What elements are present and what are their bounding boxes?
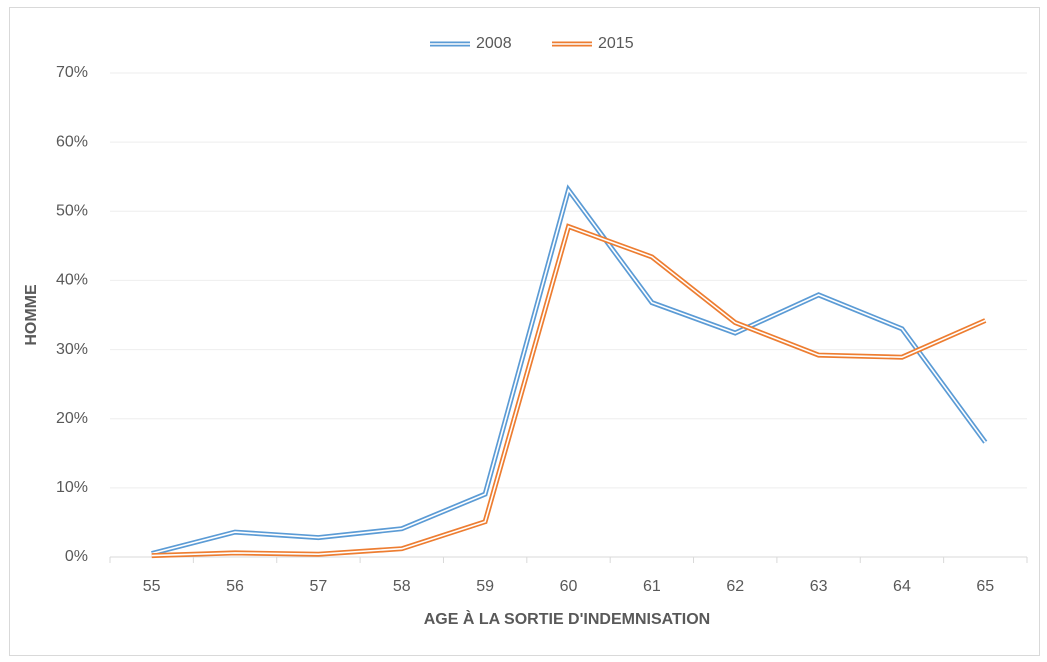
- y-tick-label: 10%: [56, 479, 88, 496]
- y-tick-label: 70%: [56, 64, 88, 81]
- x-tick-label: 61: [643, 578, 661, 595]
- y-tick-label: 50%: [56, 203, 88, 220]
- x-tick-label: 62: [726, 578, 744, 595]
- legend-label: 2015: [598, 35, 634, 52]
- y-tick-label: 40%: [56, 272, 88, 289]
- x-tick-label: 55: [143, 578, 161, 595]
- y-axis-title: HOMME: [23, 284, 40, 346]
- x-tick-label: 60: [560, 578, 578, 595]
- y-tick-label: 20%: [56, 410, 88, 427]
- series-line-inner: [151, 225, 986, 557]
- x-tick-label: 56: [226, 578, 244, 595]
- x-tick-label: 63: [810, 578, 828, 595]
- x-axis-title: AGE À LA SORTIE D'INDEMNISATION: [424, 609, 710, 628]
- series-line-inner: [151, 188, 986, 555]
- y-tick-label: 0%: [65, 548, 88, 565]
- x-tick-label: 64: [893, 578, 911, 595]
- y-tick-label: 30%: [56, 341, 88, 358]
- x-tick-label: 59: [476, 578, 494, 595]
- y-tick-label: 60%: [56, 133, 88, 150]
- chart-frame: [9, 7, 1040, 656]
- legend-label: 2008: [476, 35, 512, 52]
- x-tick-label: 58: [393, 578, 411, 595]
- x-tick-label: 57: [310, 578, 328, 595]
- x-tick-label: 65: [976, 578, 994, 595]
